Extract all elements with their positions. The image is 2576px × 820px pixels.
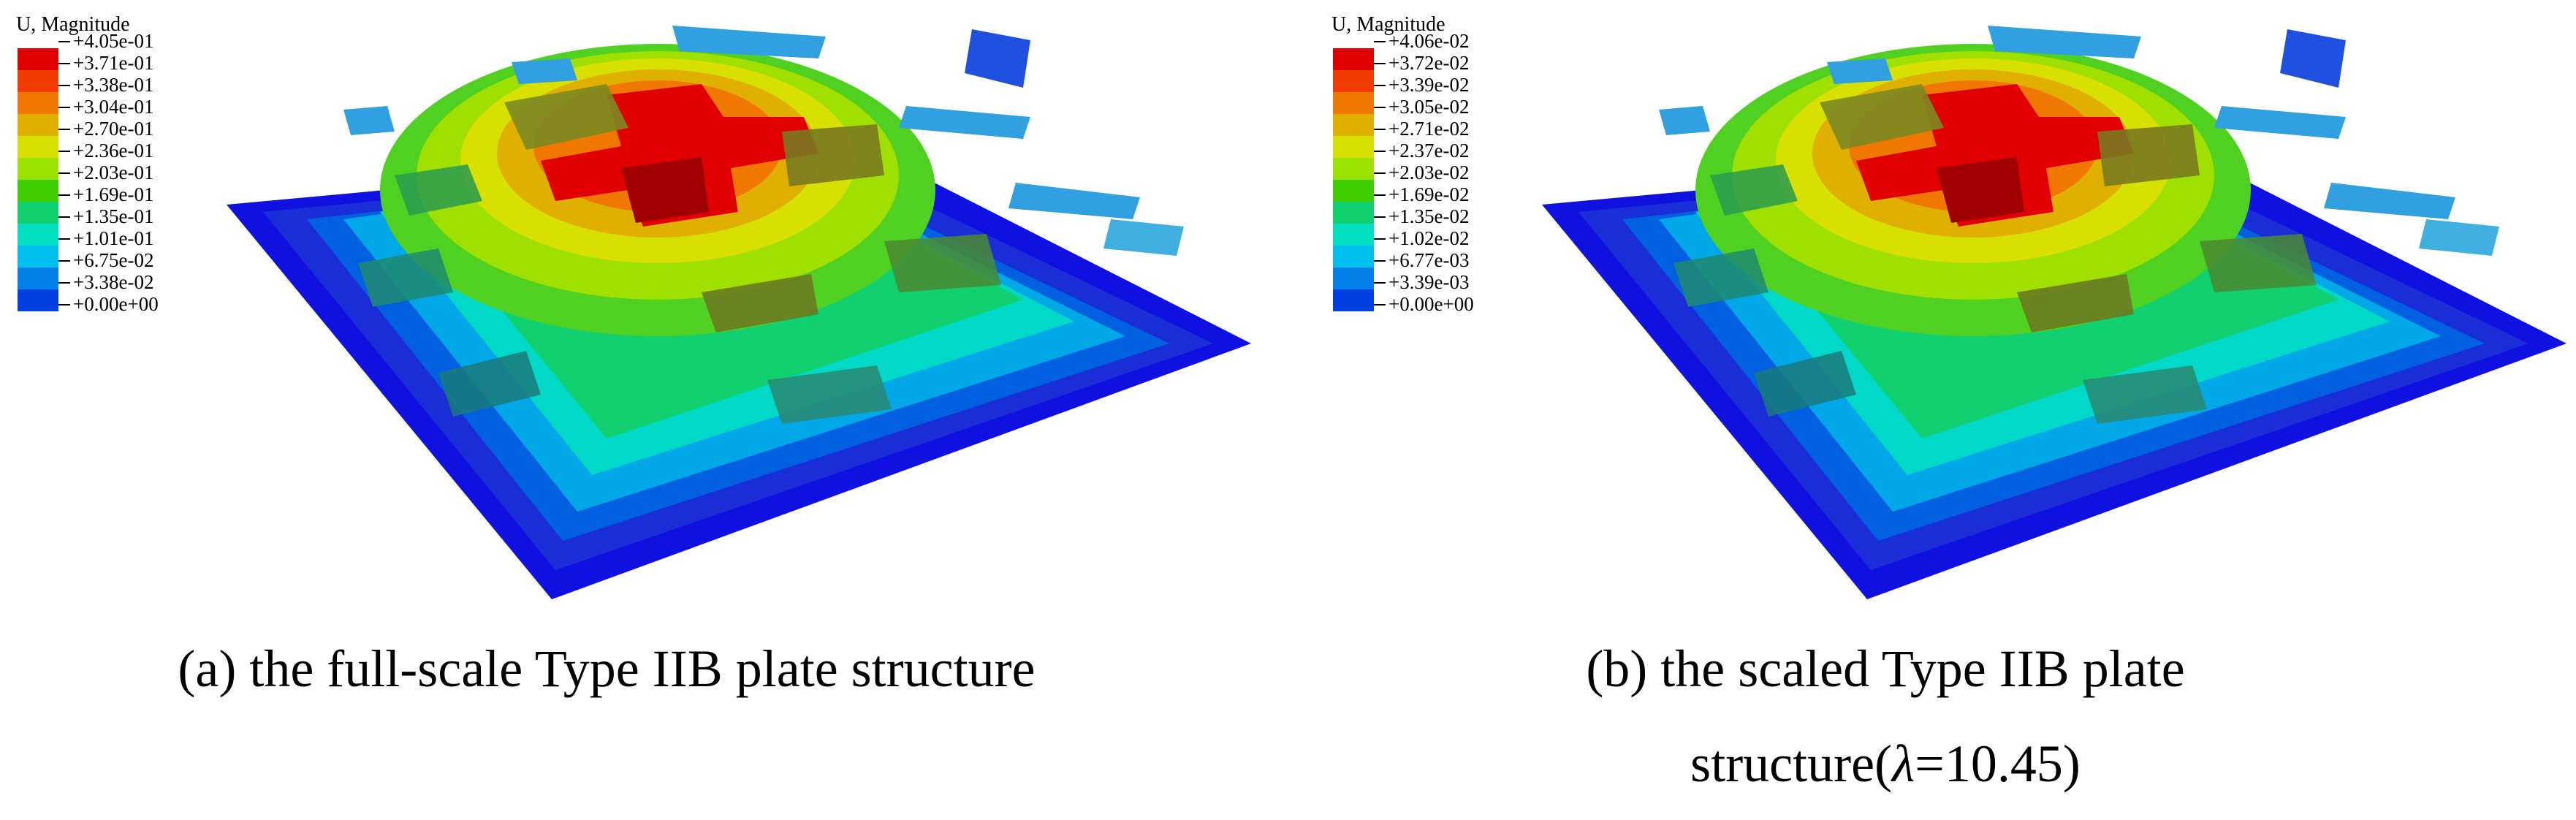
legend-title: U, Magnitude xyxy=(16,13,130,36)
legend-label: +1.69e-02 xyxy=(1388,183,1470,205)
legend-label: +1.69e-01 xyxy=(73,183,154,205)
legend-row: +0.00e+00 xyxy=(1331,294,1474,326)
contour-plot xyxy=(1542,26,2566,599)
legend-row: +3.71e-01 xyxy=(16,53,153,92)
legend-row: +3.38e-02 xyxy=(16,272,153,311)
caption-b-prefix: structure( xyxy=(1690,734,1893,793)
panel-scaled: U, Magnitude +4.06e-02 +3.72e-02 +3.39e-… xyxy=(1315,0,2576,820)
stiffeners xyxy=(343,26,1184,424)
legend-row: +1.01e-01 xyxy=(16,228,153,267)
caption-a: (a) the full-scale Type IIB plate struct… xyxy=(178,639,1036,698)
legend-row: +1.69e-01 xyxy=(16,184,153,224)
contour-plot xyxy=(227,26,1251,599)
legend-row: +1.35e-02 xyxy=(1331,206,1469,246)
legend-row: +1.69e-02 xyxy=(1331,184,1469,224)
caption-b-suffix: =10.45) xyxy=(1915,734,2081,793)
legend-row: +1.35e-01 xyxy=(16,206,153,246)
legend-row: +6.75e-02 xyxy=(16,250,153,289)
legend-label: +3.04e-01 xyxy=(73,96,154,118)
legend-label: +0.00e+00 xyxy=(1388,293,1474,315)
color-legend: U, Magnitude +4.05e-01 +3.71e-01 +3.38e-… xyxy=(16,13,159,326)
legend-label: +4.05e-01 xyxy=(73,30,154,52)
legend-row: +2.03e-02 xyxy=(1331,162,1469,202)
legend-row: +4.05e-01 xyxy=(16,31,153,70)
legend-label: +3.39e-02 xyxy=(1388,74,1470,96)
legend-label: +2.70e-01 xyxy=(73,118,154,140)
legend-label: +0.00e+00 xyxy=(73,293,159,315)
legend-row: +3.39e-02 xyxy=(1331,75,1469,114)
legend-label: +2.03e-01 xyxy=(73,162,154,183)
caption-b-line2: structure(λ=10.45) xyxy=(1315,731,2455,797)
legend-label: +3.38e-01 xyxy=(73,74,154,96)
legend-row: +2.70e-01 xyxy=(16,118,153,158)
caption-b-line1: (b) the scaled Type IIB plate xyxy=(1586,639,2185,698)
legend-row: +3.38e-01 xyxy=(16,75,153,114)
plate-base xyxy=(1542,44,2566,599)
legend-row: +2.36e-01 xyxy=(16,140,153,180)
legend-row: +1.02e-02 xyxy=(1331,228,1469,267)
legend-label: +3.72e-02 xyxy=(1388,52,1470,74)
legend-label: +2.37e-02 xyxy=(1388,140,1470,162)
legend-row: +0.00e+00 xyxy=(16,294,159,326)
lambda-symbol: λ xyxy=(1892,734,1915,793)
legend-label: +6.77e-03 xyxy=(1388,249,1470,271)
legend-row: +3.05e-02 xyxy=(1331,96,1469,136)
legend-label: +2.36e-01 xyxy=(73,140,154,162)
legend-label: +2.71e-02 xyxy=(1388,118,1470,140)
legend-row: +3.72e-02 xyxy=(1331,53,1469,92)
legend-label: +1.35e-02 xyxy=(1388,205,1470,227)
legend-label: +2.03e-02 xyxy=(1388,162,1470,183)
legend-row: +2.37e-02 xyxy=(1331,140,1469,180)
legend-label: +3.38e-02 xyxy=(73,271,154,293)
legend-row: +3.04e-01 xyxy=(16,96,153,136)
legend-label: +6.75e-02 xyxy=(73,249,154,271)
legend-label: +3.05e-02 xyxy=(1388,96,1470,118)
legend-label: +3.39e-03 xyxy=(1388,271,1470,293)
legend-title: U, Magnitude xyxy=(1331,13,1445,36)
legend-label: +1.02e-02 xyxy=(1388,227,1470,249)
legend-label: +4.06e-02 xyxy=(1388,30,1470,52)
legend-label: +1.01e-01 xyxy=(73,227,154,249)
legend-row: +3.39e-03 xyxy=(1331,272,1469,311)
legend-row: +6.77e-03 xyxy=(1331,250,1469,289)
legend-label: +3.71e-01 xyxy=(73,52,154,74)
legend-row: +2.03e-01 xyxy=(16,162,153,202)
legend-row: +2.71e-02 xyxy=(1331,118,1469,158)
legend-row: +4.06e-02 xyxy=(1331,31,1469,70)
panel-full-scale: U, Magnitude +4.05e-01 +3.71e-01 +3.38e-… xyxy=(16,13,1251,698)
legend-label: +1.35e-01 xyxy=(73,205,154,227)
stiffeners xyxy=(1659,26,2499,424)
color-legend: U, Magnitude +4.06e-02 +3.72e-02 +3.39e-… xyxy=(1331,13,1474,326)
